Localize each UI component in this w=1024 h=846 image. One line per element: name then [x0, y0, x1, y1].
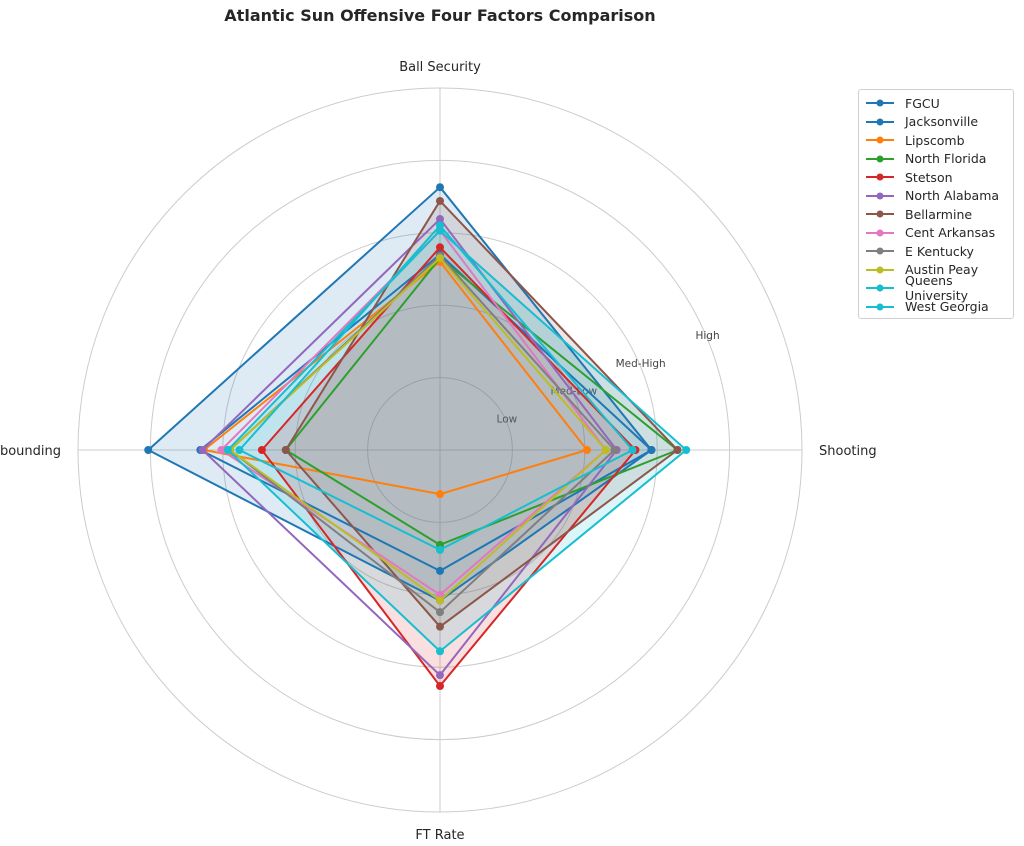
legend-item: North Alabama	[865, 187, 1013, 206]
data-point	[582, 446, 591, 454]
data-point	[223, 446, 232, 454]
legend-label: Austin Peay	[905, 262, 979, 278]
data-point	[647, 446, 656, 454]
legend-item: Jacksonville	[865, 113, 1013, 132]
data-point	[217, 446, 226, 454]
data-point	[436, 243, 444, 252]
legend-swatch	[866, 229, 894, 237]
legend-swatch	[866, 118, 894, 126]
legend-label: West Georgia	[905, 299, 989, 315]
legend-label: Cent Arkansas	[905, 225, 996, 241]
data-point	[436, 622, 444, 631]
data-point	[436, 490, 444, 499]
axis-label: Shooting	[819, 444, 877, 459]
legend-item: Queens University	[865, 273, 1013, 303]
radial-tick-label: High	[695, 330, 719, 342]
data-point	[281, 446, 290, 454]
data-point	[436, 647, 444, 656]
legend-item: North Florida	[865, 150, 1013, 169]
series-fill	[148, 187, 652, 601]
legend-swatch	[866, 173, 894, 181]
data-point	[436, 254, 444, 263]
data-point	[601, 446, 610, 454]
legend-swatch	[866, 155, 894, 163]
axis-label: FT Rate	[415, 828, 464, 843]
legend-label: FGCU	[905, 95, 940, 111]
chart-title: Atlantic Sun Offensive Four Factors Comp…	[224, 6, 656, 25]
legend: FGCU Jacksonville Lipscomb North Florida Ste…	[858, 89, 1014, 319]
data-point	[257, 446, 266, 454]
legend-swatch	[866, 303, 894, 311]
data-point	[682, 446, 691, 454]
axis-labels: Ball Security Shooting FT Rate Off Reboundi…	[0, 60, 877, 843]
legend-swatch	[866, 266, 894, 274]
legend-item: E Kentucky	[865, 242, 1013, 261]
legend-label: Stetson	[905, 169, 953, 185]
legend-item: Cent Arkansas	[865, 224, 1013, 243]
data-point	[198, 446, 207, 454]
legend-item: West Georgia	[865, 298, 1013, 317]
legend-label: Lipscomb	[905, 132, 965, 148]
data-point	[628, 446, 637, 454]
data-point	[436, 196, 444, 205]
data-point	[436, 682, 444, 691]
data-point	[144, 446, 153, 454]
data-point	[436, 590, 444, 599]
axis-label: Off Rebounding	[0, 444, 61, 459]
legend-item: Austin Peay	[865, 261, 1013, 280]
data-point	[436, 545, 444, 554]
data-point	[673, 446, 682, 454]
legend-label: Queens University	[905, 273, 969, 304]
legend-label: North Alabama	[905, 188, 1000, 204]
legend-item: Lipscomb	[865, 131, 1013, 150]
data-point	[436, 183, 444, 192]
data-point	[610, 446, 619, 454]
legend-item: Stetson	[865, 168, 1013, 187]
legend-label: Jacksonville	[905, 114, 979, 130]
data-point	[436, 608, 444, 617]
legend-swatch	[866, 136, 894, 144]
legend-swatch	[866, 210, 894, 218]
legend-swatch	[866, 192, 894, 200]
legend-label: Bellarmine	[905, 206, 973, 222]
data-point	[436, 215, 444, 224]
data-point	[436, 221, 444, 230]
legend-item: Bellarmine	[865, 205, 1013, 224]
legend-swatch	[866, 99, 894, 107]
data-point	[436, 566, 444, 575]
legend-label: North Florida	[905, 151, 987, 167]
legend-label: E Kentucky	[905, 243, 974, 259]
data-point	[235, 446, 244, 454]
legend-swatch	[866, 284, 894, 292]
data-point	[436, 671, 444, 680]
data-point	[436, 596, 444, 605]
legend-swatch	[866, 247, 894, 255]
series-fill	[261, 247, 636, 687]
radial-tick-label: Low	[497, 413, 518, 425]
axis-label: Ball Security	[399, 60, 481, 75]
series-lines	[144, 183, 691, 691]
legend-item: FGCU	[865, 94, 1013, 113]
radial-tick-label: Med-High	[616, 358, 666, 370]
